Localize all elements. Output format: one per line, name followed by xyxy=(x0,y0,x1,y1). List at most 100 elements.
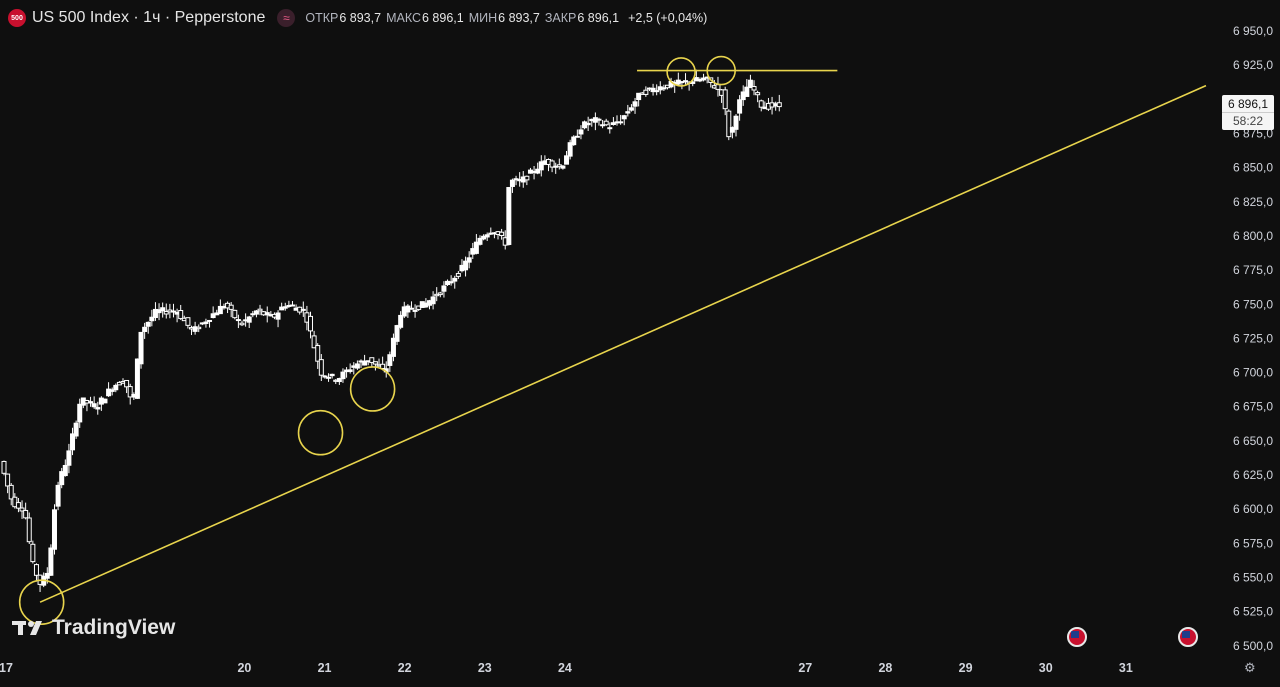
high-label: МАКС xyxy=(386,11,421,25)
candle-8 xyxy=(30,543,36,563)
symbol-title[interactable]: US 500 Index · 1ч · Pepperstone xyxy=(32,9,266,26)
candle-54 xyxy=(196,326,202,330)
candle-122 xyxy=(441,285,447,292)
candle-102 xyxy=(369,357,375,364)
candle-76 xyxy=(275,312,281,320)
candle-98 xyxy=(354,363,360,369)
candle-2 xyxy=(8,484,14,500)
candle-64 xyxy=(232,309,238,319)
candle-172 xyxy=(621,115,627,120)
candle-138 xyxy=(499,231,505,237)
candle-169 xyxy=(610,122,616,126)
price-tick-label: 6 925,0 xyxy=(1233,58,1273,72)
touch-circle-3[interactable] xyxy=(666,57,696,87)
candle-31 xyxy=(113,384,119,391)
candle-47 xyxy=(170,310,176,313)
touch-circle-1[interactable] xyxy=(297,409,344,456)
time-tick-label: 31 xyxy=(1119,661,1133,675)
candle-96 xyxy=(347,369,353,372)
price-tick-label: 6 725,0 xyxy=(1233,331,1273,345)
candle-66 xyxy=(239,322,245,326)
candle-210 xyxy=(758,100,764,108)
candles-layer xyxy=(1,69,782,592)
candle-41 xyxy=(149,316,155,322)
candle-128 xyxy=(463,260,469,271)
candle-65 xyxy=(235,319,241,322)
candle-189 xyxy=(683,80,689,83)
trendline-0[interactable] xyxy=(39,84,1207,603)
candle-57 xyxy=(207,319,213,322)
candle-87 xyxy=(315,345,321,362)
touch-circle-4[interactable] xyxy=(706,55,736,86)
candle-203 xyxy=(733,115,739,130)
candle-165 xyxy=(596,118,602,121)
candle-129 xyxy=(466,257,472,263)
candle-18 xyxy=(66,450,72,466)
price-tick-label: 6 575,0 xyxy=(1233,536,1273,550)
low-value: 6 893,7 xyxy=(498,11,540,25)
candle-134 xyxy=(484,234,490,238)
candle-201 xyxy=(726,110,732,138)
settings-gear-icon[interactable]: ⚙ xyxy=(1244,660,1256,675)
candle-37 xyxy=(134,358,140,399)
candle-12 xyxy=(44,572,50,579)
data-source-wave-icon[interactable]: ≈ xyxy=(277,9,296,27)
candle-28 xyxy=(102,398,108,404)
candle-159 xyxy=(574,135,580,138)
candle-70 xyxy=(253,310,259,315)
candle-40 xyxy=(145,321,151,327)
candle-68 xyxy=(246,316,252,323)
time-tick-label: 23 xyxy=(478,661,492,675)
us-flag-icon[interactable] xyxy=(1067,627,1087,647)
price-tick-label: 6 750,0 xyxy=(1233,297,1273,311)
current-price-tag: 6 896,1 58:22 xyxy=(1222,95,1274,130)
candle-206 xyxy=(744,86,750,97)
low-label: МИН xyxy=(468,11,498,25)
touch-circle-2[interactable] xyxy=(349,366,396,412)
candle-63 xyxy=(228,304,234,310)
candle-155 xyxy=(560,165,566,169)
candle-44 xyxy=(160,307,166,312)
us-flag-icon[interactable] xyxy=(1178,627,1198,647)
candle-6 xyxy=(23,509,29,519)
candle-71 xyxy=(257,308,263,312)
candle-202 xyxy=(729,127,735,133)
candle-141 xyxy=(509,179,515,187)
candle-156 xyxy=(564,155,570,165)
candle-124 xyxy=(448,281,454,284)
candle-58 xyxy=(210,313,216,319)
tradingview-logo[interactable]: TradingView xyxy=(12,616,175,640)
candle-105 xyxy=(380,363,386,369)
candle-93 xyxy=(336,378,342,383)
candle-121 xyxy=(437,292,443,296)
candle-109 xyxy=(394,325,400,342)
candle-174 xyxy=(628,107,634,111)
change-value: +2,5 (+0,04%) xyxy=(628,11,708,25)
time-tick-label: 28 xyxy=(878,661,892,675)
candle-83 xyxy=(300,308,306,311)
open-value: 6 893,7 xyxy=(339,11,382,25)
symbol-badge-icon[interactable]: 500 xyxy=(8,9,26,27)
candle-180 xyxy=(650,87,656,93)
candle-131 xyxy=(473,241,479,254)
price-tick-label: 6 625,0 xyxy=(1233,468,1273,482)
candle-113 xyxy=(408,307,414,310)
current-price: 6 896,1 xyxy=(1227,97,1269,111)
candle-103 xyxy=(372,361,378,365)
candle-110 xyxy=(398,314,404,328)
price-tick-label: 6 825,0 xyxy=(1233,195,1273,209)
candle-73 xyxy=(264,312,270,316)
candle-26 xyxy=(95,407,101,410)
candle-126 xyxy=(455,273,461,277)
touch-circle-0[interactable] xyxy=(18,579,65,625)
candle-90 xyxy=(326,376,332,379)
candle-60 xyxy=(217,305,223,315)
candle-181 xyxy=(654,90,660,93)
candle-14 xyxy=(51,509,57,550)
candle-209 xyxy=(755,92,761,96)
price-tick-label: 6 775,0 xyxy=(1233,263,1273,277)
candle-178 xyxy=(643,89,649,95)
price-tick-label: 6 850,0 xyxy=(1233,161,1273,175)
price-tick-label: 6 800,0 xyxy=(1233,229,1273,243)
